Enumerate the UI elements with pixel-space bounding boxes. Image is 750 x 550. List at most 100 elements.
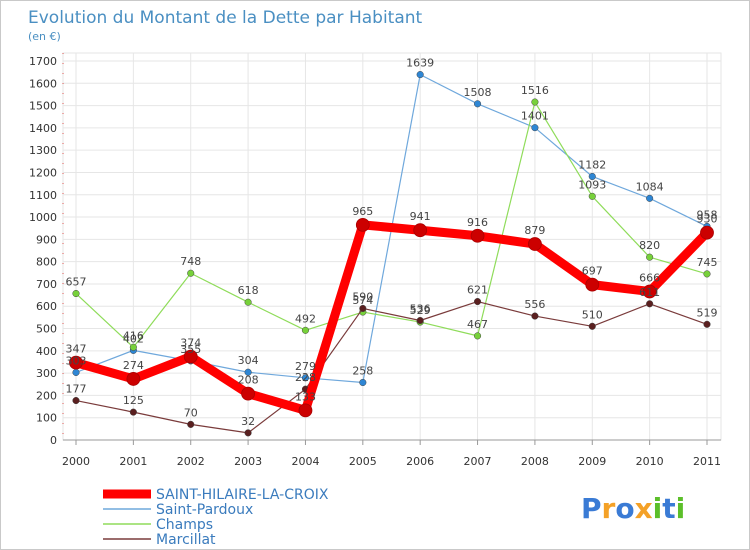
data-point (244, 429, 252, 437)
data-point (244, 368, 252, 376)
data-label: 1516 (521, 84, 549, 97)
data-label: 355 (180, 343, 201, 356)
y-tick-label: 700 (36, 278, 57, 291)
y-tick-label: 300 (36, 367, 57, 380)
data-label: 1093 (578, 178, 606, 191)
data-point (646, 253, 654, 261)
data-label: 536 (410, 303, 431, 316)
y-tick-label: 1100 (29, 189, 57, 202)
data-point (126, 372, 141, 386)
data-label: 958 (697, 208, 718, 221)
data-point (298, 403, 313, 418)
data-point (703, 320, 711, 328)
data-label: 529 (410, 304, 431, 317)
data-point (413, 223, 428, 238)
brand-letter: x (635, 492, 653, 525)
chart-series (69, 71, 714, 437)
data-point (69, 355, 83, 370)
series-line (71, 220, 712, 415)
legend-label: Marcillat (156, 532, 216, 548)
data-point (588, 322, 596, 330)
data-label: 621 (467, 284, 488, 297)
data-point (416, 316, 424, 325)
data-point (528, 237, 542, 251)
data-label: 590 (352, 290, 373, 303)
data-label: 347 (66, 343, 87, 356)
y-tick-label: 1000 (29, 211, 57, 224)
data-label: 618 (238, 284, 259, 297)
data-label: 697 (582, 265, 603, 278)
brand-letter: t (662, 492, 675, 525)
data-label: 510 (582, 308, 603, 321)
data-label: 941 (410, 210, 431, 223)
data-label: 402 (123, 332, 144, 345)
data-label: 228 (295, 371, 316, 384)
x-tick-label: 2008 (521, 455, 549, 468)
data-label: 304 (238, 354, 259, 367)
brand-letter: i (653, 492, 663, 525)
data-point (301, 374, 310, 382)
data-label: 258 (352, 364, 373, 377)
data-point (531, 98, 539, 106)
y-tick-label: 600 (36, 300, 57, 313)
data-label: 133 (295, 390, 316, 403)
x-tick-label: 2002 (177, 455, 205, 468)
data-point (72, 396, 80, 405)
data-label: 374 (180, 337, 201, 350)
data-label: 274 (123, 359, 144, 372)
data-label: 1639 (406, 57, 434, 70)
series-line (75, 101, 708, 348)
data-point (703, 270, 711, 278)
data-point (646, 300, 654, 308)
data-point (642, 284, 657, 299)
y-tick-label: 1700 (29, 55, 57, 68)
x-tick-label: 2001 (119, 455, 147, 468)
data-point (470, 228, 485, 243)
legend-label: SAINT-HILAIRE-LA-CROIX (156, 487, 329, 503)
chart-legend: SAINT-HILAIRE-LA-CROIXSaint-PardouxChamp… (103, 487, 329, 548)
x-tick-label: 2009 (578, 455, 606, 468)
data-label: 556 (524, 298, 545, 311)
data-point (241, 386, 255, 401)
brand-logo: Proxiti (581, 492, 685, 525)
y-tick-label: 400 (36, 345, 57, 358)
data-label: 177 (66, 383, 87, 396)
data-label: 745 (697, 256, 718, 269)
y-tick-label: 800 (36, 256, 57, 269)
brand-letter: P (581, 492, 602, 525)
data-label: 574 (352, 294, 373, 307)
data-point (72, 289, 80, 298)
data-point (531, 312, 539, 320)
data-point (129, 343, 137, 351)
data-label: 492 (295, 312, 316, 325)
chart-subtitle: (en €) (28, 30, 61, 43)
x-tick-label: 2011 (693, 455, 721, 468)
y-tick-label: 0 (50, 434, 57, 447)
x-tick-label: 2000 (62, 455, 90, 468)
data-label: 279 (295, 360, 316, 373)
data-point (585, 277, 600, 292)
data-label: 416 (123, 329, 144, 342)
y-tick-label: 1500 (29, 100, 57, 113)
data-point (129, 408, 137, 416)
data-point (301, 326, 310, 334)
data-label: 303 (66, 354, 87, 367)
data-label: 1182 (578, 158, 606, 171)
data-point (473, 332, 482, 340)
chart-grid (62, 52, 722, 441)
data-label: 748 (180, 255, 201, 268)
data-label: 70 (184, 406, 198, 419)
data-point (700, 225, 714, 240)
series-line (75, 300, 708, 434)
data-point (355, 217, 370, 232)
y-tick-label: 100 (36, 412, 57, 425)
data-point (183, 349, 198, 364)
data-point (416, 71, 424, 79)
data-point (646, 194, 654, 202)
legend-label: Saint-Pardoux (156, 502, 253, 518)
brand-letter: i (676, 492, 686, 525)
data-label: 1401 (521, 110, 549, 123)
data-label: 965 (352, 205, 373, 218)
y-tick-label: 1400 (29, 122, 57, 135)
